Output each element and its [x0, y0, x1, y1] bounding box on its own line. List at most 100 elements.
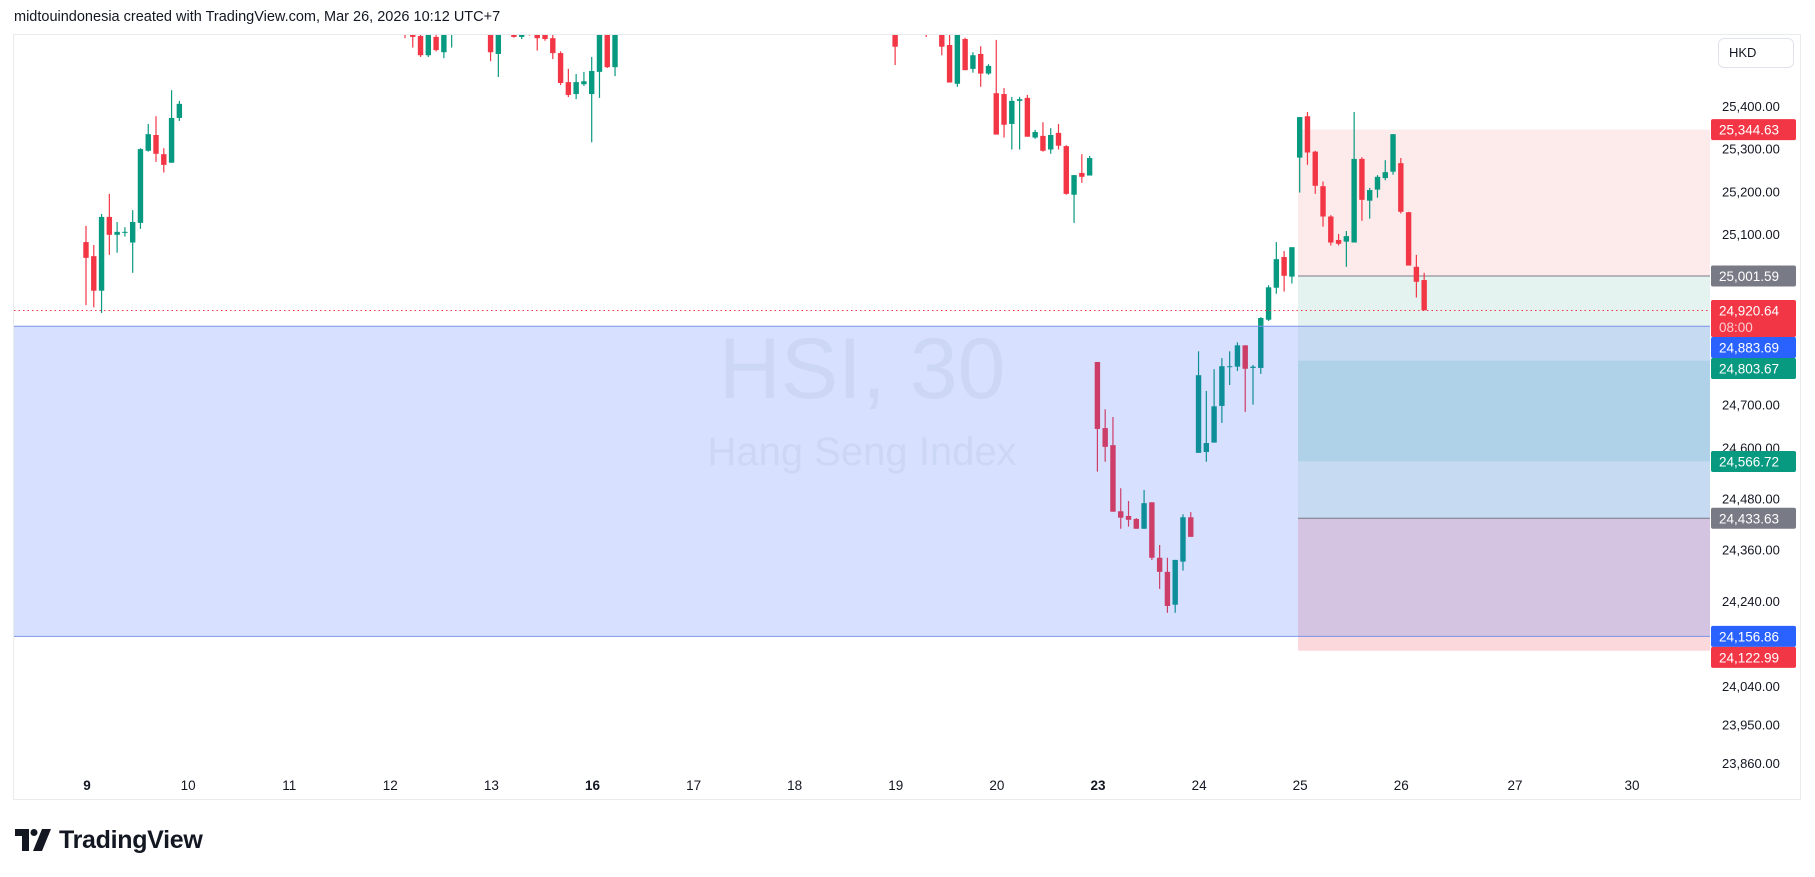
- candle-body: [122, 231, 128, 233]
- candle-body: [1258, 318, 1264, 368]
- position-zone-band[interactable]: [1298, 360, 1710, 462]
- candle-body: [1359, 158, 1365, 200]
- price-badge: 24,156.86: [1711, 625, 1796, 647]
- tradingview-logo-icon: [15, 829, 51, 851]
- candle-body: [581, 81, 587, 85]
- candle-body: [425, 35, 432, 56]
- candle-body: [946, 44, 953, 83]
- candle-body: [168, 117, 175, 163]
- position-tool-zones[interactable]: [1298, 129, 1710, 651]
- currency-button[interactable]: HKD: [1718, 38, 1794, 68]
- candle-body: [1195, 375, 1202, 453]
- price-axis[interactable]: 25,400.00 25,300.00 25,200.00 25,100.00 24,7…: [1722, 99, 1780, 771]
- candle-body: [1405, 212, 1412, 266]
- candle-body: [962, 39, 968, 71]
- price-badge-label: 24,122.99: [1719, 650, 1779, 665]
- candle-body: [1024, 97, 1031, 137]
- candle-body: [1413, 266, 1420, 282]
- candle-body: [98, 216, 105, 291]
- candle-body: [954, 35, 961, 84]
- candle-body: [527, 27, 532, 31]
- time-tick-label: 12: [383, 778, 398, 793]
- watermark-symbol: HSI, 30: [719, 321, 1006, 417]
- time-tick-label: 11: [282, 778, 296, 793]
- candle-body: [1188, 517, 1194, 537]
- tradingview-logo[interactable]: TradingView: [15, 826, 203, 854]
- candle-body: [985, 65, 992, 74]
- candle-body: [1312, 151, 1318, 186]
- candle-body: [1382, 172, 1388, 179]
- candle-body: [1149, 502, 1155, 558]
- price-badge: 24,566.72: [1711, 450, 1796, 472]
- blue-rectangle-zone[interactable]: [14, 326, 1298, 637]
- candle-body: [1367, 190, 1373, 201]
- candle-body: [129, 222, 136, 243]
- candle-body: [565, 82, 572, 95]
- time-tick-label: 23: [1090, 778, 1106, 793]
- last-price-badge: 24,920.64 08:00: [1711, 299, 1796, 337]
- candle-body: [993, 93, 999, 135]
- candle-body: [1390, 134, 1396, 172]
- price-badges: 25,344.63 25,001.59 24,920.64 08:00 24,883.6…: [1711, 119, 1796, 668]
- candle-body: [1421, 280, 1427, 311]
- price-tick-label: 24,240.00: [1722, 594, 1780, 609]
- candle-body: [1009, 100, 1015, 124]
- price-tick-label: 24,360.00: [1722, 543, 1780, 558]
- candle-body: [534, 35, 540, 39]
- position-zone-band[interactable]: [1298, 461, 1710, 519]
- price-badge-label: 24,803.67: [1719, 361, 1779, 376]
- candle-body: [1351, 158, 1357, 243]
- candle-body: [1164, 571, 1171, 606]
- candle-body: [1094, 361, 1101, 429]
- rectangle-drawing[interactable]: [14, 309, 1710, 637]
- candle-body: [1102, 428, 1108, 447]
- candle-body: [970, 55, 976, 69]
- price-badge: 25,344.63: [1711, 119, 1796, 141]
- price-badge-label: 24,566.72: [1719, 454, 1779, 469]
- price-badge-bg: [1711, 265, 1796, 287]
- candle-body: [402, 21, 407, 25]
- price-tick-label: 25,300.00: [1722, 142, 1780, 157]
- price-badge: 24,122.99: [1711, 646, 1796, 668]
- price-badge-label: 24,883.69: [1719, 340, 1779, 355]
- candle-body: [518, 35, 525, 37]
- time-axis[interactable]: 9 10 11 12 13 16 17 18 19 20 23 24 25 26 27 30: [83, 778, 1639, 793]
- price-tick-label: 25,400.00: [1722, 99, 1780, 114]
- position-zone-band[interactable]: [1298, 636, 1710, 651]
- candle-body: [589, 71, 595, 95]
- price-badge-bg: [1711, 336, 1796, 358]
- price-tick-label: 23,950.00: [1722, 718, 1780, 733]
- candle-body: [137, 149, 144, 223]
- time-tick-label: 24: [1192, 778, 1208, 793]
- candle-body: [1234, 345, 1241, 367]
- time-tick-label: 25: [1293, 778, 1308, 793]
- price-tick-label: 23,860.00: [1722, 756, 1780, 771]
- candle-body: [495, 35, 502, 54]
- candle-body: [1281, 257, 1287, 276]
- time-tick-label: 27: [1507, 778, 1522, 793]
- position-zone-band[interactable]: [1298, 326, 1710, 361]
- candle-body: [1071, 175, 1077, 195]
- time-tick-label: 10: [181, 778, 196, 793]
- candle-body: [1180, 517, 1186, 562]
- time-tick-label: 30: [1624, 778, 1639, 793]
- candle-body: [542, 35, 548, 40]
- price-badge-bg: [1711, 119, 1796, 141]
- candle-body: [924, 29, 929, 32]
- price-badge-label: 25,344.63: [1719, 123, 1779, 138]
- candle-body: [176, 103, 183, 118]
- candle-body: [596, 35, 603, 72]
- position-zone-band[interactable]: [1298, 129, 1710, 276]
- candle-body: [91, 256, 97, 291]
- position-zone-band[interactable]: [1298, 518, 1710, 637]
- position-zone-band[interactable]: [1298, 275, 1710, 327]
- price-badge-bg: [1711, 646, 1796, 668]
- price-badge-bg: [1711, 507, 1796, 529]
- price-badge-bg: [1711, 625, 1796, 647]
- candle-body: [1242, 345, 1248, 369]
- candle-body: [612, 35, 618, 68]
- candles: [83, 21, 1427, 613]
- candle-body: [1273, 259, 1280, 288]
- candle-body: [1250, 366, 1256, 368]
